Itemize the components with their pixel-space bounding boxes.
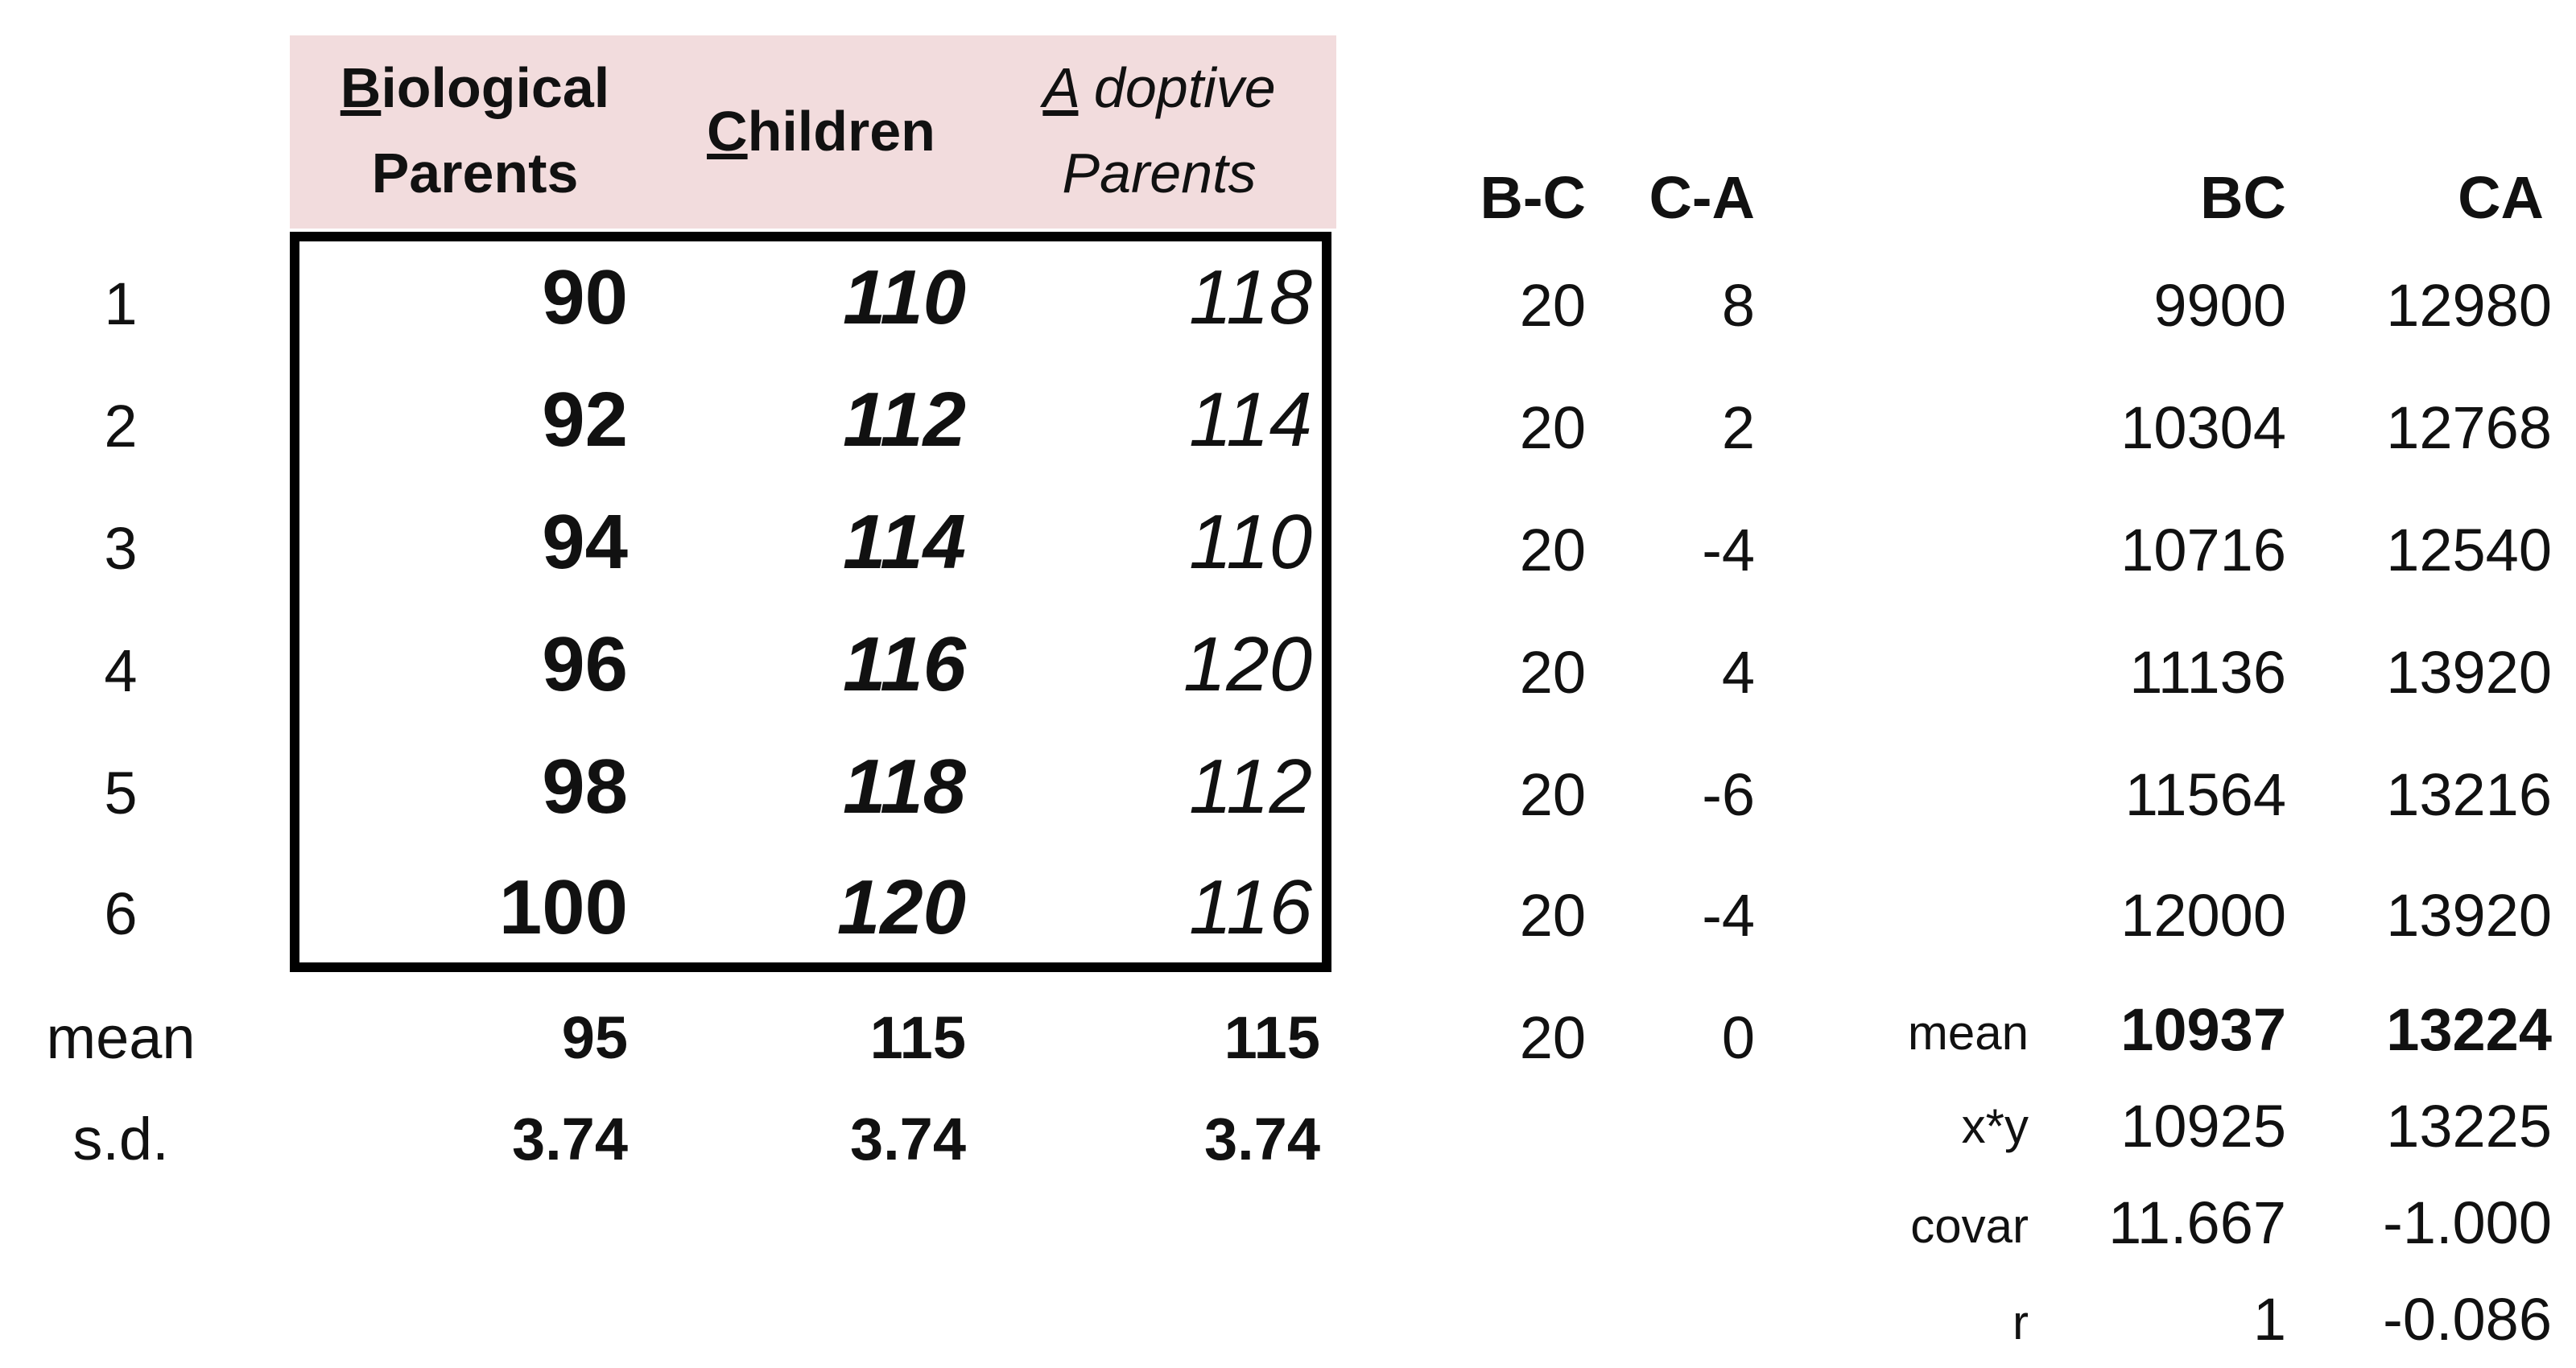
adoptive-value: 120 <box>1183 621 1312 707</box>
children-value: 116 <box>842 621 966 707</box>
children-sd: 3.74 <box>849 1106 966 1172</box>
bc-product-value: 11136 <box>2129 639 2286 706</box>
row-label: 1 <box>104 270 138 337</box>
data-frame <box>290 232 1331 972</box>
b-minus-c-value: 20 <box>1519 639 1586 706</box>
bc-product-value: 11564 <box>2124 761 2286 828</box>
row-label: 6 <box>104 880 138 947</box>
bc-covar: 11.667 <box>2108 1189 2286 1256</box>
adoptive-sd: 3.74 <box>1203 1106 1320 1172</box>
sd-label: s.d. <box>72 1106 169 1172</box>
adoptive-value: 116 <box>1188 864 1312 950</box>
stat-label-covar: covar <box>1910 1199 2029 1253</box>
c-minus-a-value: -6 <box>1702 761 1755 828</box>
header-adoptive-parents: A doptive Parents <box>990 45 1328 216</box>
ca-product-value: 13920 <box>2386 882 2552 949</box>
biological-value: 100 <box>498 864 628 950</box>
c-minus-a-mean: 0 <box>1721 1004 1755 1071</box>
adoptive-value: 112 <box>1188 744 1312 830</box>
b-minus-c-value: 20 <box>1519 882 1586 949</box>
bc-product-value: 9900 <box>2153 272 2286 339</box>
biological-value: 90 <box>542 254 628 340</box>
b-minus-c-value: 20 <box>1519 761 1586 828</box>
biological-value: 98 <box>542 744 628 830</box>
children-value: 112 <box>842 377 966 463</box>
c-minus-a-value: -4 <box>1702 517 1755 583</box>
mean-label: mean <box>46 1004 196 1071</box>
row-label: 2 <box>104 393 138 459</box>
bc-mean: 10937 <box>2120 996 2286 1063</box>
header-children-initial: C <box>707 100 748 163</box>
c-minus-a-value: 8 <box>1721 272 1755 339</box>
ca-xy: 13225 <box>2386 1093 2552 1160</box>
bc-product-value: 12000 <box>2120 882 2286 949</box>
header-background <box>290 35 1336 229</box>
header-bc: BC <box>2200 164 2286 231</box>
children-value: 110 <box>842 254 966 340</box>
children-value: 120 <box>836 864 966 950</box>
bc-product-value: 10304 <box>2120 394 2286 461</box>
c-minus-a-value: 2 <box>1721 394 1755 461</box>
ca-covar: -1.000 <box>2383 1189 2552 1256</box>
c-minus-a-value: 4 <box>1721 639 1755 706</box>
ca-product-value: 13920 <box>2386 639 2552 706</box>
header-ca: CA <box>2458 164 2544 231</box>
header-children: Children <box>660 89 982 174</box>
row-label: 3 <box>104 515 138 582</box>
bc-product-value: 10716 <box>2120 517 2286 583</box>
ca-product-value: 12768 <box>2386 394 2552 461</box>
ca-product-value: 13216 <box>2386 761 2552 828</box>
b-minus-c-value: 20 <box>1519 517 1586 583</box>
ca-mean: 13224 <box>2386 996 2552 1063</box>
header-adoptive-line2: Parents <box>1062 142 1257 204</box>
header-biological-line2: Parents <box>371 142 579 204</box>
header-adoptive-initial: A <box>1042 56 1079 119</box>
b-minus-c-mean: 20 <box>1519 1004 1586 1071</box>
biological-sd: 3.74 <box>511 1106 628 1172</box>
children-mean: 115 <box>869 1004 966 1071</box>
bc-r: 1 <box>2252 1286 2286 1353</box>
header-adoptive-rest: doptive <box>1078 56 1276 119</box>
header-biological-rest: iological <box>381 56 610 119</box>
c-minus-a-value: -4 <box>1702 882 1755 949</box>
bc-xy: 10925 <box>2120 1093 2286 1160</box>
header-biological-initial: B <box>340 56 382 119</box>
header-c-minus-a: C-A <box>1649 164 1755 231</box>
stat-label-xy: x*y <box>1961 1099 2029 1153</box>
biological-value: 94 <box>542 499 628 585</box>
adoptive-mean: 115 <box>1224 1004 1320 1071</box>
ca-product-value: 12540 <box>2386 517 2552 583</box>
b-minus-c-value: 20 <box>1519 394 1586 461</box>
header-children-rest: hildren <box>747 100 935 163</box>
stat-label-mean: mean <box>1907 1006 2029 1060</box>
stat-label-r: r <box>2013 1296 2029 1349</box>
ca-r: -0.086 <box>2383 1286 2552 1353</box>
header-b-minus-c: B-C <box>1480 164 1586 231</box>
biological-value: 96 <box>542 621 628 707</box>
children-value: 118 <box>842 744 966 830</box>
ca-product-value: 12980 <box>2386 272 2552 339</box>
row-label: 5 <box>104 760 138 826</box>
row-label: 4 <box>104 637 138 704</box>
header-biological-parents: Biological Parents <box>298 45 652 216</box>
biological-value: 92 <box>542 377 628 463</box>
b-minus-c-value: 20 <box>1519 272 1586 339</box>
adoptive-value: 118 <box>1188 254 1312 340</box>
adoptive-value: 114 <box>1188 377 1312 463</box>
biological-mean: 95 <box>561 1004 628 1071</box>
children-value: 114 <box>842 499 966 585</box>
adoptive-value: 110 <box>1188 499 1312 585</box>
